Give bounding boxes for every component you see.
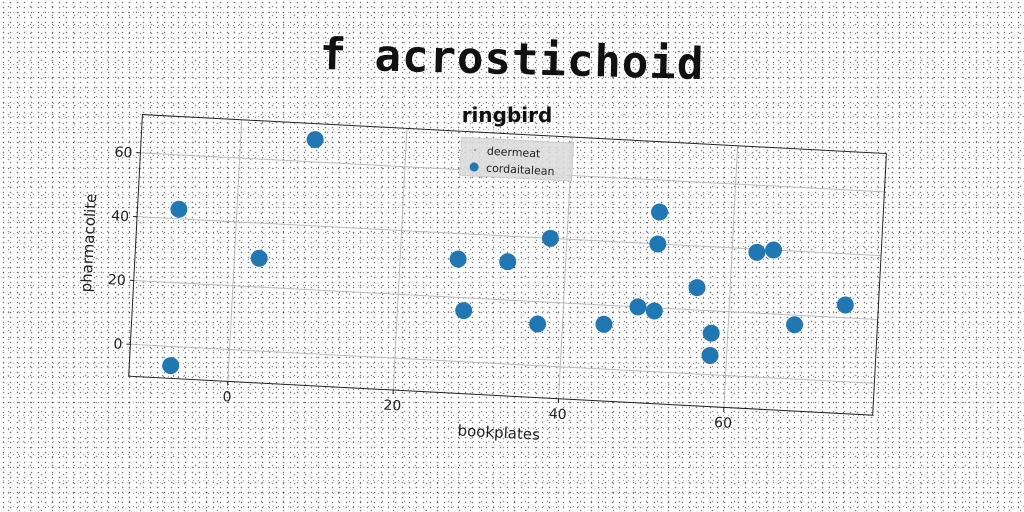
scatter-point [595,315,613,333]
scatter-point [449,250,467,268]
scatter-point [765,241,783,259]
legend-entry-cordaitalean: cordaitalean [486,162,555,179]
scatter-point [170,200,188,218]
legend-entry-deermeat: deermeat [487,145,542,161]
x-tick-label: 40 [548,406,567,423]
scatter-point [541,229,559,247]
scatter-point [651,203,669,221]
scatter-point [701,346,719,364]
legend-box [459,136,575,182]
scatter-point [748,243,766,261]
x-tick-label: 0 [222,389,232,405]
x-tick-label: 20 [383,398,402,415]
legend: deermeat cordaitalean [459,136,575,182]
scatter-point [499,253,517,271]
scatter-point [162,357,180,375]
y-axis-label: pharmacolite [77,193,100,293]
x-gridline [227,119,243,382]
legend-marker-cordaitalean [469,162,479,172]
scatter-point [702,324,720,342]
scatter-point [649,235,667,253]
x-gridline [723,145,739,408]
scatter-point [455,302,473,320]
scatter-point [645,302,663,320]
scatter-point [250,249,268,267]
legend-marker-deermeat [474,149,477,152]
y-tick-label: 60 [114,145,133,162]
y-tick-label: 20 [107,272,126,289]
y-gridline [130,343,875,384]
x-axis-label: bookplates [457,421,540,443]
x-tick-label: 60 [714,415,733,432]
scatter-point [688,279,706,297]
scatter-point [629,298,647,316]
chart-subtitle: ringbird [462,103,553,127]
scatter-point [786,316,804,334]
plot-frame [128,114,887,416]
x-gridline [392,128,408,391]
scatter-point [306,131,324,149]
y-tick-label: 40 [111,208,130,225]
scatter-point [836,296,854,314]
scatter-point [529,315,547,333]
y-gridline [133,279,878,320]
y-tick-label: 0 [113,336,123,352]
